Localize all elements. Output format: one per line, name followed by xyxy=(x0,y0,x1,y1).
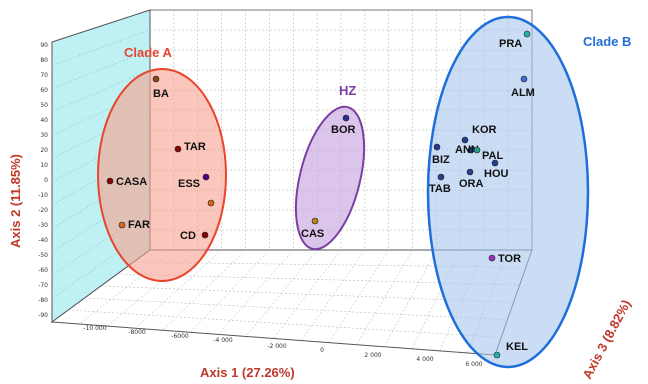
data-point xyxy=(466,168,474,176)
point-label: PRA xyxy=(499,38,522,50)
y-tick-label: -50 xyxy=(38,252,48,259)
grid-line xyxy=(300,249,366,341)
y-tick-label: -70 xyxy=(38,282,48,289)
y-tick-label: 30 xyxy=(40,132,48,139)
x-tick-label: 6 000 xyxy=(465,361,482,368)
z-axis-title: Axis 3 (8.82%) xyxy=(579,297,633,381)
y-tick-label: -90 xyxy=(38,312,48,319)
data-point xyxy=(342,114,350,122)
y-tick-label: -40 xyxy=(38,237,48,244)
point-label: CD xyxy=(180,230,196,242)
point-label: KEL xyxy=(506,341,528,353)
x-tick-label: -6000 xyxy=(171,333,189,340)
x-tick-label: -10 000 xyxy=(83,325,106,332)
point-label: BA xyxy=(153,88,169,100)
data-point xyxy=(152,75,160,83)
y-tick-labels: 90 80 70 60 50 40 30 20 10 0 -10 -20 -30 -40 -50 -60 -70… xyxy=(38,42,48,319)
data-point xyxy=(201,231,209,239)
point-label: KOR xyxy=(472,124,497,136)
point-label: TAB xyxy=(429,183,451,195)
y-tick-label: 60 xyxy=(40,87,48,94)
y-tick-label: -10 xyxy=(38,192,48,199)
data-point xyxy=(207,199,215,207)
y-tick-label: 40 xyxy=(40,117,48,124)
x-axis-title: Axis 1 (27.26%) xyxy=(200,365,295,380)
y-tick-label: 20 xyxy=(40,147,48,154)
data-points: BA TAR CASA ESS FAR CD BOR CAS PRA ALM KOR ANN PAL BI… xyxy=(106,30,535,359)
grid-line xyxy=(68,309,502,338)
x-tick-label: -8000 xyxy=(128,329,146,336)
y-tick-label: 90 xyxy=(40,42,48,49)
data-point xyxy=(311,217,319,225)
grid-line xyxy=(84,297,508,321)
y-tick-label: 70 xyxy=(40,72,48,79)
hz-label: HZ xyxy=(339,83,356,98)
y-tick-label: 0 xyxy=(44,177,48,184)
x-tick-labels: -10 000 -8000 -6000 -4 000 -2 000 0 2 000 4 000… xyxy=(83,325,482,368)
data-point xyxy=(493,351,501,359)
data-point xyxy=(473,146,481,154)
data-point xyxy=(106,177,114,185)
x-tick-label: 0 xyxy=(320,347,324,354)
ellipse-hz xyxy=(294,105,366,251)
point-label: ANN xyxy=(455,144,479,156)
y-tick-label: 80 xyxy=(40,57,48,64)
data-point xyxy=(523,30,531,38)
data-point xyxy=(433,143,441,151)
data-point xyxy=(202,173,210,181)
y-axis-title: Axis 2 (11.85%) xyxy=(8,154,23,248)
x-tick-label: -2 000 xyxy=(267,343,287,350)
y-tick-label: 10 xyxy=(40,162,48,169)
point-label: TOR xyxy=(498,253,521,265)
grid-line xyxy=(217,249,294,335)
y-tick-label: -60 xyxy=(38,267,48,274)
grid-line xyxy=(51,69,151,113)
grid-line xyxy=(117,273,520,286)
grid-line xyxy=(51,49,151,89)
y-tick-label: -20 xyxy=(38,207,48,214)
data-point xyxy=(461,136,469,144)
ellipse-clade-b xyxy=(426,15,590,369)
point-label: CAS xyxy=(301,228,324,240)
point-label: PAL xyxy=(482,150,503,162)
y-tick-label: -80 xyxy=(38,297,48,304)
data-point xyxy=(118,221,126,229)
x-tick-label: -4 000 xyxy=(213,337,233,344)
x-tick-label: 4 000 xyxy=(416,356,433,363)
data-point xyxy=(488,254,496,262)
clade-a-label: Clade A xyxy=(124,45,173,60)
data-point xyxy=(491,159,499,167)
x-tick-label: 2 000 xyxy=(364,352,381,359)
point-label: ORA xyxy=(459,178,484,190)
data-point xyxy=(437,173,445,181)
point-label: BIZ xyxy=(432,154,450,166)
point-label: BOR xyxy=(331,124,356,136)
y-tick-label: -30 xyxy=(38,222,48,229)
point-label: ALM xyxy=(511,87,535,99)
point-label: TAR xyxy=(184,141,206,153)
ellipse-clade-a xyxy=(97,68,227,282)
clade-b-label: Clade B xyxy=(583,34,631,49)
y-tick-label: 50 xyxy=(40,102,48,109)
data-point xyxy=(174,145,182,153)
point-label: CASA xyxy=(116,176,147,188)
point-label: HOU xyxy=(484,168,509,180)
grid-line xyxy=(51,29,151,66)
point-label: ESS xyxy=(178,178,200,190)
data-point xyxy=(520,75,528,83)
point-label: FAR xyxy=(128,219,150,231)
